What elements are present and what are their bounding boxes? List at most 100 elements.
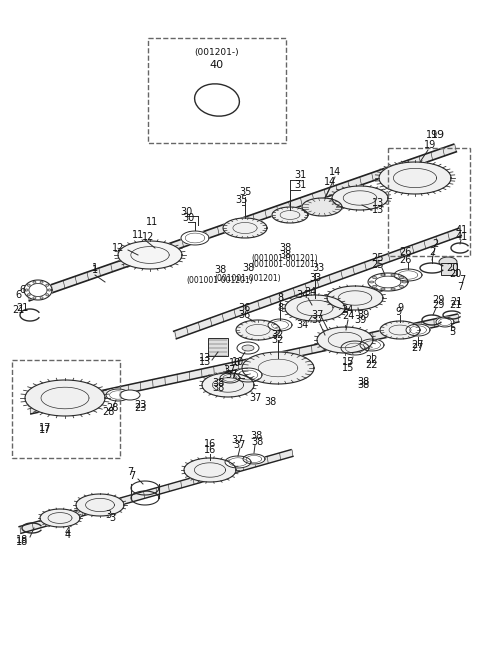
- Text: 38: 38: [250, 431, 262, 441]
- Text: 38: 38: [357, 377, 369, 387]
- Text: 34: 34: [304, 287, 316, 297]
- Text: 11: 11: [146, 217, 158, 227]
- Text: 9: 9: [397, 303, 403, 313]
- Text: 17: 17: [39, 423, 51, 433]
- Text: 38: 38: [279, 243, 291, 253]
- Text: 38: 38: [357, 380, 369, 390]
- Text: 3: 3: [105, 510, 111, 520]
- Text: 29: 29: [432, 300, 444, 310]
- Ellipse shape: [46, 284, 49, 286]
- Polygon shape: [368, 273, 408, 291]
- Text: 11: 11: [132, 230, 144, 240]
- Text: 7: 7: [459, 275, 465, 285]
- Polygon shape: [272, 207, 308, 223]
- Ellipse shape: [402, 281, 407, 283]
- Text: 1: 1: [92, 265, 98, 275]
- Text: 22: 22: [366, 360, 378, 370]
- Text: 21: 21: [449, 300, 461, 310]
- Text: 40: 40: [210, 60, 224, 70]
- Text: 13: 13: [372, 198, 384, 208]
- Text: 18: 18: [16, 535, 28, 545]
- Text: 35: 35: [236, 195, 248, 205]
- Text: 21: 21: [12, 305, 24, 315]
- Ellipse shape: [33, 297, 36, 299]
- Ellipse shape: [391, 274, 395, 276]
- Polygon shape: [380, 321, 420, 339]
- Polygon shape: [406, 324, 430, 336]
- Text: 38: 38: [212, 383, 224, 393]
- Text: 27: 27: [412, 340, 424, 350]
- Text: 36: 36: [238, 303, 250, 313]
- Ellipse shape: [27, 294, 30, 296]
- Text: 23: 23: [134, 400, 146, 410]
- Text: 16: 16: [204, 445, 216, 455]
- Polygon shape: [332, 186, 388, 210]
- Text: 33: 33: [312, 263, 324, 273]
- Text: 25: 25: [372, 253, 384, 263]
- Polygon shape: [436, 317, 454, 327]
- Text: (001201-): (001201-): [195, 48, 240, 57]
- Polygon shape: [223, 218, 267, 238]
- Text: 32: 32: [272, 330, 284, 340]
- Ellipse shape: [25, 289, 28, 291]
- Text: 38: 38: [212, 378, 224, 388]
- Ellipse shape: [33, 281, 36, 283]
- Text: 13: 13: [199, 357, 211, 367]
- Text: 21: 21: [16, 303, 28, 313]
- Text: 2: 2: [432, 239, 438, 249]
- Ellipse shape: [48, 289, 51, 291]
- Text: 30: 30: [182, 213, 194, 223]
- Polygon shape: [285, 295, 345, 321]
- Text: 7: 7: [457, 282, 463, 292]
- Text: 1: 1: [92, 263, 98, 273]
- Polygon shape: [40, 509, 80, 527]
- Text: 37: 37: [234, 440, 246, 450]
- Text: 35: 35: [239, 187, 251, 197]
- Text: 38: 38: [264, 397, 276, 407]
- Text: 37: 37: [249, 393, 261, 403]
- Polygon shape: [19, 450, 293, 533]
- Polygon shape: [327, 286, 383, 310]
- Bar: [208, 338, 228, 356]
- Polygon shape: [242, 352, 314, 384]
- Text: 31: 31: [294, 180, 306, 190]
- Text: 12: 12: [112, 243, 124, 253]
- Text: 19: 19: [424, 140, 436, 150]
- Text: 3: 3: [109, 513, 115, 523]
- Text: 38: 38: [242, 263, 254, 273]
- Polygon shape: [394, 269, 422, 281]
- Ellipse shape: [40, 297, 43, 299]
- Text: (001001-001201): (001001-001201): [252, 260, 318, 270]
- Ellipse shape: [372, 285, 377, 287]
- Text: 33: 33: [309, 273, 321, 283]
- Text: 37: 37: [232, 435, 244, 445]
- Text: 34: 34: [296, 320, 308, 330]
- Polygon shape: [29, 314, 459, 414]
- Bar: [441, 263, 457, 275]
- Text: (001001-001201): (001001-001201): [215, 273, 281, 283]
- Ellipse shape: [120, 390, 140, 400]
- Polygon shape: [234, 368, 262, 382]
- Text: 24: 24: [342, 311, 354, 321]
- Ellipse shape: [399, 285, 404, 287]
- Text: 41: 41: [456, 232, 468, 242]
- Text: 25: 25: [372, 260, 384, 270]
- Text: 15: 15: [342, 363, 354, 373]
- Ellipse shape: [372, 277, 377, 279]
- Text: 4: 4: [65, 527, 71, 537]
- Text: 13: 13: [372, 205, 384, 215]
- Text: 8: 8: [277, 293, 283, 303]
- Polygon shape: [243, 454, 265, 464]
- Polygon shape: [106, 389, 130, 401]
- Text: 5: 5: [449, 323, 455, 333]
- Text: 18: 18: [16, 537, 28, 547]
- Text: 13: 13: [199, 353, 211, 363]
- Polygon shape: [360, 339, 384, 351]
- Text: 19: 19: [431, 130, 445, 140]
- Ellipse shape: [381, 274, 385, 276]
- Text: 26: 26: [399, 247, 411, 257]
- Text: 39: 39: [357, 310, 369, 320]
- Text: 22: 22: [366, 355, 378, 365]
- Polygon shape: [302, 198, 342, 216]
- Polygon shape: [225, 456, 251, 468]
